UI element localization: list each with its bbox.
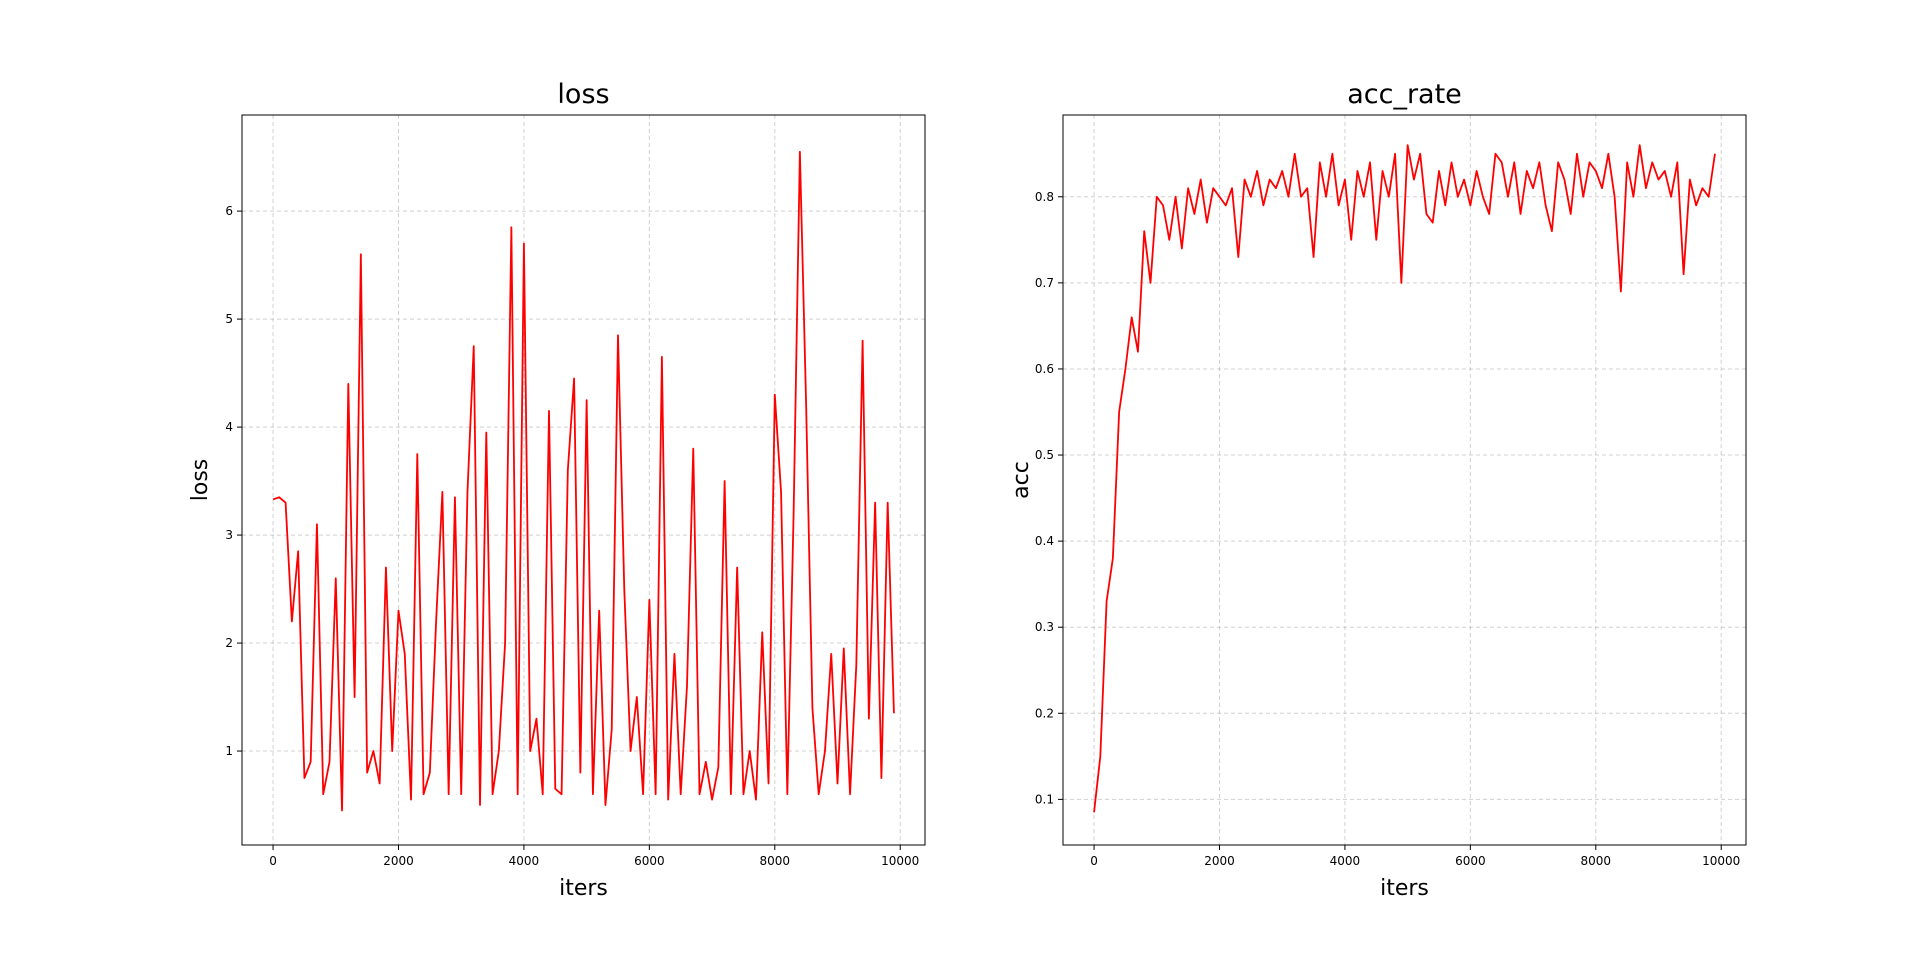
y-tick-label: 0.4 [1035,534,1054,548]
chart-title: acc_rate [1347,79,1462,110]
x-tick-label: 6000 [1455,854,1486,868]
x-tick-label: 0 [269,854,277,868]
y-tick-label: 0.8 [1035,190,1054,204]
loss-line [1093,144,1716,813]
y-tick-label: 0.2 [1035,706,1054,720]
y-axis-label: loss [188,459,213,502]
x-tick-label: 10000 [1702,854,1740,868]
x-tick-label: 2000 [383,854,414,868]
y-tick-label: 0.7 [1035,276,1054,290]
x-tick-label: 8000 [1581,854,1612,868]
y-tick-label: 0.3 [1035,620,1054,634]
x-tick-label: 2000 [1204,854,1235,868]
x-tick-label: 0 [1090,854,1098,868]
x-axis-label: iters [1380,876,1429,901]
chart-title: loss [557,79,609,110]
loss-line [272,150,895,812]
axes-frame [241,114,926,846]
x-axis-label: iters [559,876,608,901]
y-tick-label: 5 [225,312,233,326]
x-tick-label: 6000 [634,854,665,868]
y-axis-label: acc [1009,461,1034,499]
y-tick-label: 0.5 [1035,448,1054,462]
y-tick-label: 3 [225,528,233,542]
y-tick-label: 0.6 [1035,362,1054,376]
y-tick-label: 4 [225,420,233,434]
x-tick-label: 8000 [760,854,791,868]
x-tick-label: 4000 [1330,854,1361,868]
y-tick-label: 6 [225,204,233,218]
x-tick-label: 10000 [881,854,919,868]
y-tick-label: 2 [225,636,233,650]
y-tick-label: 1 [225,744,233,758]
axes-frame [1062,114,1747,846]
y-tick-label: 0.1 [1035,792,1054,806]
x-tick-label: 4000 [509,854,540,868]
